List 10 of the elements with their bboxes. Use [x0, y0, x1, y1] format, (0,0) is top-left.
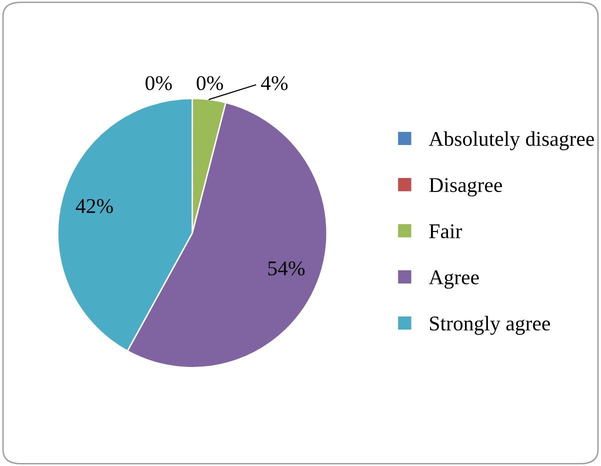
legend-label: Absolutely disagree	[428, 131, 594, 150]
legend-label: Strongly agree	[430, 316, 550, 335]
text: 0%	[196, 76, 223, 90]
legend-label: Disagree	[429, 178, 502, 196]
data-label: 4%	[260, 76, 288, 90]
data-label: 42%	[76, 199, 113, 214]
legend-label: Fair	[429, 224, 462, 238]
text: 0%	[146, 76, 172, 90]
legend-label: Agree	[428, 270, 479, 289]
data-label: 54%	[268, 261, 305, 276]
